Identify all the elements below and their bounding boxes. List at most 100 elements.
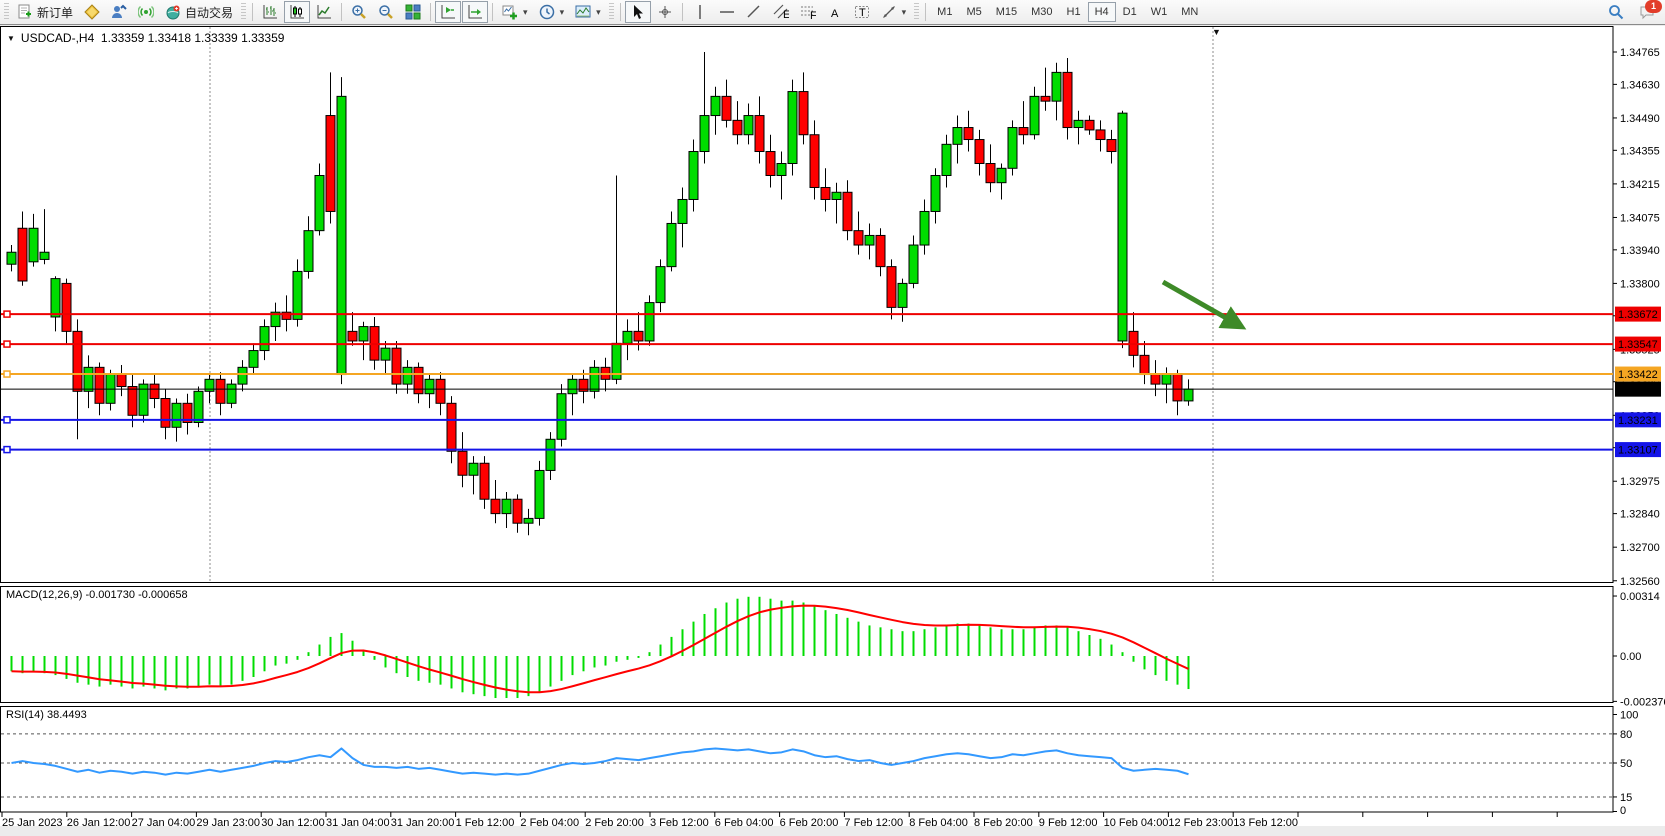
notifications-chat[interactable]: 1 [1639,0,1662,20]
svg-text:6 Feb 20:00: 6 Feb 20:00 [780,817,839,829]
tile-windows-icon [405,4,421,20]
svg-text:1.32700: 1.32700 [1620,542,1660,554]
svg-text:30 Jan 12:00: 30 Jan 12:00 [261,817,325,829]
vertical-line-tool-button[interactable] [687,1,713,23]
svg-text:15: 15 [1620,792,1632,804]
dropdown-caret-icon: ▾ [901,6,907,17]
toolbar-grip [241,3,247,21]
templates-button[interactable]: ▾ [570,1,606,23]
crosshair-tool-button[interactable] [652,1,678,23]
new-order-icon [18,4,31,19]
new-chart-icon [502,5,518,20]
toolbar: 新订单 自动交易 [0,0,1665,25]
vertical-line-icon [698,5,701,19]
metaeditor-button[interactable] [79,1,105,23]
timeframe-M15[interactable]: M15 [989,2,1024,22]
periods-button[interactable]: ▾ [534,1,570,23]
metaeditor-diamond-icon [84,4,100,20]
new-order-button[interactable]: 新订单 [12,1,78,23]
text-tool-button[interactable]: A [822,1,848,23]
toolbar-right-cluster: 1 [1603,0,1662,23]
candles-layer [6,52,1194,536]
timeframe-toolbar: M1 M5 M15 M30 H1 H4 D1 W1 MN [930,2,1205,22]
toolbar-grip [608,3,614,21]
svg-text:29 Jan 23:00: 29 Jan 23:00 [196,817,260,829]
chart-shift-button[interactable] [435,1,462,23]
template-icon [575,5,591,18]
zoom-in-button[interactable] [346,1,372,23]
timeframe-D1[interactable]: D1 [1116,2,1144,22]
dropdown-caret-icon: ▾ [559,6,565,17]
svg-text:1.32975: 1.32975 [1620,476,1660,488]
chart-autoscroll-button[interactable] [462,1,489,23]
marker-triangle-icon: ▼ [1212,27,1221,37]
trendline-icon [747,5,760,18]
svg-text:E: E [783,9,789,20]
separator [619,3,621,21]
svg-text:0.00: 0.00 [1620,651,1641,663]
person-chart-icon [112,4,127,18]
market-watch-button[interactable] [106,1,132,23]
svg-text:1.34215: 1.34215 [1620,179,1660,191]
time-axis: 25 Jan 2023 26 Jan 12:00 27 Jan 04:00 29 Ja… [1,812,1558,829]
auto-trading-button[interactable]: 自动交易 [160,1,238,23]
macd-indicator-label: MACD(12,26,9) -0.001730 -0.000658 [6,589,188,601]
timeframe-M1[interactable]: M1 [930,2,959,22]
timeframe-W1[interactable]: W1 [1144,2,1175,22]
news-button[interactable] [133,1,159,23]
timeframe-H1[interactable]: H1 [1060,2,1088,22]
svg-text:1 Feb 12:00: 1 Feb 12:00 [456,817,515,829]
timeframe-H4[interactable]: H4 [1087,2,1116,22]
search-button[interactable] [1603,1,1629,23]
svg-text:1.33359: 1.33359 [1618,384,1658,396]
arrow-annotation[interactable] [1161,279,1247,330]
zoom-out-icon [379,5,393,19]
svg-text:8 Feb 20:00: 8 Feb 20:00 [974,817,1033,829]
horizontal-line-icon [719,11,734,13]
svg-text:1.33231: 1.33231 [1618,415,1658,427]
separator [252,3,254,21]
svg-text:31 Jan 20:00: 31 Jan 20:00 [391,817,455,829]
level-lines[interactable]: 1.33672 1.33547 1.33422 1.33359 1.33231 1.331… [1,306,1661,458]
symbol-dropdown-icon[interactable]: ▼ [7,33,15,43]
equidistant-channel-tool-button[interactable]: E [768,1,794,23]
arrows-tool-button[interactable]: ▾ [876,1,912,23]
svg-text:31 Jan 04:00: 31 Jan 04:00 [326,817,390,829]
trendline-tool-button[interactable] [741,1,767,23]
separator [430,3,432,21]
crosshair-icon [658,6,671,18]
svg-text:0.00314: 0.00314 [1620,591,1660,603]
fibonacci-tool-button[interactable]: F [795,1,821,23]
new-chart-button[interactable]: ▾ [497,1,533,23]
svg-text:1.34075: 1.34075 [1620,212,1660,224]
text-label-tool-button[interactable]: T [849,1,875,23]
svg-text:1.33940: 1.33940 [1620,245,1660,257]
text-label-icon: T [854,6,869,19]
svg-text:1.33800: 1.33800 [1620,278,1660,290]
zoom-out-button[interactable] [373,1,399,23]
svg-text:27 Jan 04:00: 27 Jan 04:00 [132,817,196,829]
line-chart-mode-button[interactable] [311,1,337,23]
ohlc-bars-icon [263,5,278,19]
toolbar-grip [914,3,920,21]
candlestick-mode-button[interactable] [284,1,311,23]
svg-text:1.33422: 1.33422 [1618,369,1658,381]
svg-text:1.32840: 1.32840 [1620,509,1660,521]
svg-text:1.34355: 1.34355 [1620,145,1660,157]
search-icon [1609,5,1624,20]
cursor-tool-button[interactable] [624,1,651,23]
svg-text:8 Feb 04:00: 8 Feb 04:00 [909,817,968,829]
timeframe-M5[interactable]: M5 [959,2,988,22]
bar-chart-mode-button[interactable] [257,1,283,23]
auto-trading-label: 自动交易 [185,5,234,20]
timeframe-M30[interactable]: M30 [1024,2,1059,22]
chart-canvas[interactable]: 1.34765 1.34630 1.34490 1.34355 1.34215 1.340… [0,26,1665,836]
macd-panel: 0.00314 0.00 -0.002376 [10,591,1665,708]
fibonacci-icon: F [800,6,816,20]
svg-text:12 Feb 23:00: 12 Feb 23:00 [1168,817,1233,829]
horizontal-line-tool-button[interactable] [714,1,740,23]
svg-text:7 Feb 12:00: 7 Feb 12:00 [844,817,903,829]
tile-windows-button[interactable] [400,1,426,23]
timeframe-MN[interactable]: MN [1174,2,1205,22]
